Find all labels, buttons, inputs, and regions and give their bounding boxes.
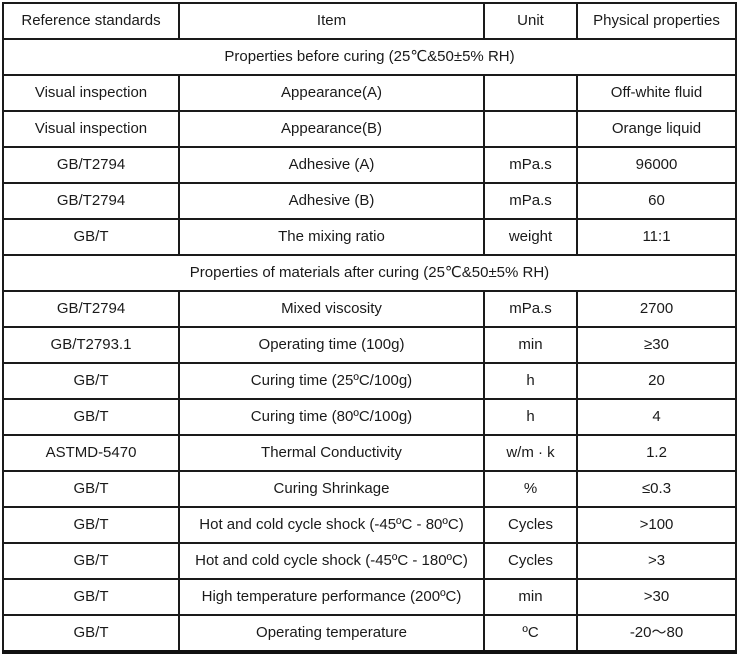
cell-unit: weight (483, 218, 578, 256)
cell-reference-standard: GB/T (2, 542, 180, 580)
cell-item: Appearance(A) (178, 74, 485, 112)
section-row: Properties before curing (25℃&50±5% RH) (2, 38, 737, 76)
cell-unit: h (483, 398, 578, 436)
cell-physical-property: 4 (576, 398, 737, 436)
cell-physical-property: Orange liquid (576, 110, 737, 148)
cell-item: Adhesive (A) (178, 146, 485, 184)
cell-item: High temperature performance (200ºC) (178, 578, 485, 616)
cell-unit (483, 74, 578, 112)
cell-item: Operating time (100g) (178, 326, 485, 364)
cell-item: Thermal Conductivity (178, 434, 485, 472)
cell-unit: h (483, 362, 578, 400)
cell-physical-property: ≤0.3 (576, 470, 737, 508)
cell-unit: mPa.s (483, 182, 578, 220)
table-row: GB/T Hot and cold cycle shock (-45ºC - 80… (2, 506, 737, 544)
cell-unit: Cycles (483, 542, 578, 580)
table-row: Visual inspection Appearance(A) Off-white … (2, 74, 737, 112)
cell-reference-standard: GB/T2794 (2, 146, 180, 184)
cell-unit: w/m · k (483, 434, 578, 472)
cell-unit: mPa.s (483, 290, 578, 328)
table-row: GB/T The mixing ratio weight 11:1 (2, 218, 737, 256)
cell-unit: ºC (483, 614, 578, 653)
table-row: GB/T2794 Adhesive (A) mPa.s 96000 (2, 146, 737, 184)
section-row: Properties of materials after curing (25… (2, 254, 737, 292)
cell-reference-standard: GB/T2794 (2, 182, 180, 220)
cell-item: Curing time (80ºC/100g) (178, 398, 485, 436)
cell-reference-standard: GB/T2794 (2, 290, 180, 328)
table-row: GB/T2794 Mixed viscosity mPa.s 2700 (2, 290, 737, 328)
cell-item: Curing time (25ºC/100g) (178, 362, 485, 400)
cell-physical-property: 96000 (576, 146, 737, 184)
table-row: GB/T2794 Adhesive (B) mPa.s 60 (2, 182, 737, 220)
header-row: Reference standards Item Unit Physical p… (2, 2, 737, 40)
cell-unit: mPa.s (483, 146, 578, 184)
table-row: GB/T Curing Shrinkage% ≤0.3 (2, 470, 737, 508)
cell-physical-property: >100 (576, 506, 737, 544)
spec-table-header: Reference standards Item Unit Physical p… (2, 2, 737, 40)
cell-item: Appearance(B) (178, 110, 485, 148)
cell-item: The mixing ratio (178, 218, 485, 256)
cell-reference-standard: GB/T (2, 578, 180, 616)
column-header-physical-properties: Physical properties (576, 2, 737, 40)
column-header-reference-standards: Reference standards (2, 2, 180, 40)
cell-item: Operating temperature (178, 614, 485, 653)
cell-item: Hot and cold cycle shock (-45ºC - 180ºC) (178, 542, 485, 580)
cell-physical-property: 2700 (576, 290, 737, 328)
cell-physical-property: 60 (576, 182, 737, 220)
section-title: Properties of materials after curing (25… (2, 254, 737, 292)
cell-reference-standard: Visual inspection (2, 110, 180, 148)
cell-physical-property: ≥30 (576, 326, 737, 364)
table-row: GB/T Curing time (80ºC/100g) h 4 (2, 398, 737, 436)
cell-reference-standard: GB/T (2, 218, 180, 256)
cell-reference-standard: GB/T (2, 506, 180, 544)
cell-reference-standard: GB/T2793.1 (2, 326, 180, 364)
cell-reference-standard: GB/T (2, 362, 180, 400)
table-row: GB/T2793.1 Operating time (100g) min ≥30 (2, 326, 737, 364)
cell-reference-standard: ASTMD-5470 (2, 434, 180, 472)
column-header-unit: Unit (483, 2, 578, 40)
cell-unit: min (483, 326, 578, 364)
cell-physical-property: >3 (576, 542, 737, 580)
table-row: Visual inspection Appearance(B) Orange liq… (2, 110, 737, 148)
table-row: GB/T Hot and cold cycle shock (-45ºC - 18… (2, 542, 737, 580)
column-header-item: Item (178, 2, 485, 40)
cell-item: Adhesive (B) (178, 182, 485, 220)
cell-reference-standard: Visual inspection (2, 74, 180, 112)
cell-physical-property: 11:1 (576, 218, 737, 256)
cell-physical-property: 1.2 (576, 434, 737, 472)
table-row: GB/T Curing time (25ºC/100g) h 20 (2, 362, 737, 400)
section-title: Properties before curing (25℃&50±5% RH) (2, 38, 737, 76)
cell-reference-standard: GB/T (2, 614, 180, 653)
cell-physical-property: >30 (576, 578, 737, 616)
table-row: GB/T Operating temperature ºC -20～80 (2, 614, 737, 653)
cell-reference-standard: GB/T (2, 398, 180, 436)
cell-unit: Cycles (483, 506, 578, 544)
cell-physical-property: -20～80 (576, 614, 737, 653)
cell-unit (483, 110, 578, 148)
cell-item: Mixed viscosity (178, 290, 485, 328)
cell-reference-standard: GB/T (2, 470, 180, 508)
cell-item: Curing Shrinkage (178, 470, 485, 508)
table-row: GB/T High temperature performance (200ºC)… (2, 578, 737, 616)
cell-unit: % (483, 470, 578, 508)
cell-item: Hot and cold cycle shock (-45ºC - 80ºC) (178, 506, 485, 544)
cell-physical-property: 20 (576, 362, 737, 400)
table-row: ASTMD-5470 Thermal Conductivity w/m · k 1.2 (2, 434, 737, 472)
spec-table-body: Properties before curing (25℃&50±5% RH) V… (2, 38, 737, 653)
cell-unit: min (483, 578, 578, 616)
cell-physical-property: Off-white fluid (576, 74, 737, 112)
